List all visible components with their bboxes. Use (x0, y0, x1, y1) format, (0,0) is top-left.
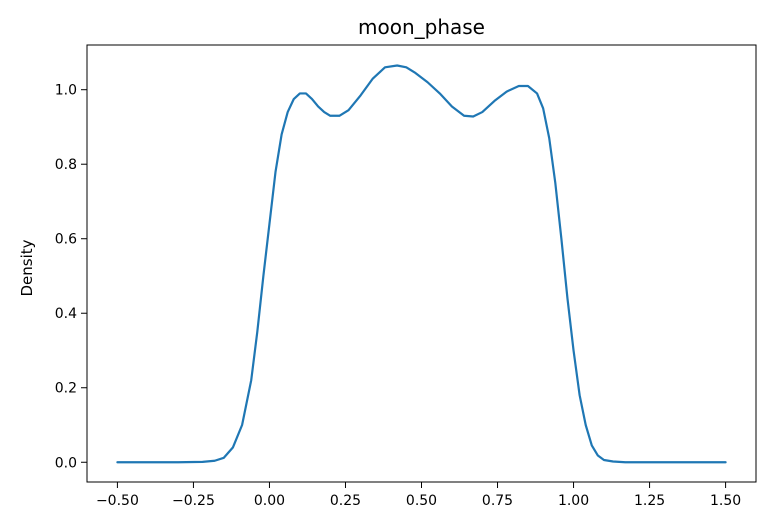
plot-area: −0.50 −0.25 0.00 0.25 0.50 0.75 1.00 1.25 1.50 0.… (55, 44, 757, 509)
plot-frame (86, 44, 757, 483)
x-tick-label: 0.25 (330, 493, 361, 509)
y-tick-label: 0.2 (55, 381, 77, 397)
x-tick-label: 0.75 (482, 493, 513, 509)
chart-title: moon_phase (358, 15, 485, 39)
y-tick-label: 1.0 (55, 83, 77, 99)
y-tick-label: 0.4 (55, 306, 77, 322)
y-tick-label: 0.6 (55, 232, 77, 248)
x-tick-label: 1.00 (558, 493, 589, 509)
y-axis-label: Density (18, 239, 36, 296)
y-tick-label: 0.8 (55, 157, 77, 173)
x-tick-label: 0.00 (254, 493, 285, 509)
x-tick-label: 0.50 (406, 493, 437, 509)
x-tick-label: 1.25 (634, 493, 665, 509)
x-tick-label: 1.50 (710, 493, 741, 509)
x-tick-label: −0.50 (96, 493, 139, 509)
x-tick-label: −0.25 (172, 493, 215, 509)
density-line-0 (116, 64, 727, 464)
y-tick-label: 0.0 (55, 455, 77, 471)
